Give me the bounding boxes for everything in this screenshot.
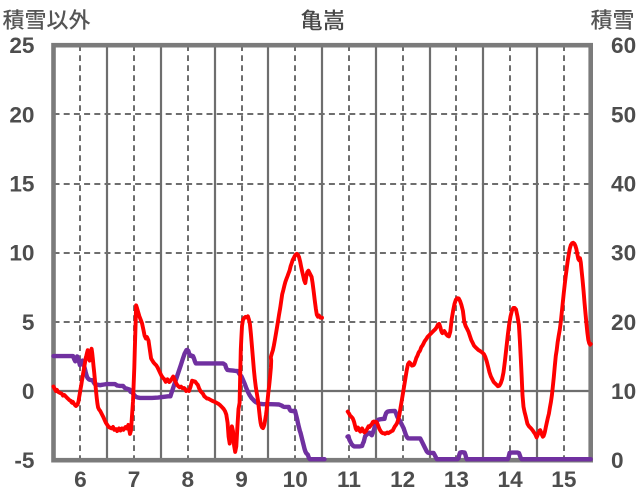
svg-text:9: 9 [235, 467, 248, 492]
svg-text:14: 14 [498, 467, 524, 492]
svg-text:0: 0 [22, 379, 35, 404]
svg-text:15: 15 [551, 467, 576, 492]
svg-text:8: 8 [182, 467, 195, 492]
svg-text:10: 10 [283, 467, 308, 492]
svg-text:-5: -5 [14, 448, 34, 473]
svg-text:25: 25 [9, 33, 34, 58]
svg-text:0: 0 [611, 448, 624, 473]
svg-text:11: 11 [337, 467, 361, 492]
svg-text:15: 15 [9, 172, 34, 197]
svg-text:6: 6 [74, 467, 87, 492]
svg-text:12: 12 [390, 467, 415, 492]
svg-text:20: 20 [9, 102, 34, 127]
svg-text:13: 13 [444, 467, 469, 492]
svg-text:50: 50 [611, 102, 636, 127]
svg-text:5: 5 [22, 310, 35, 335]
svg-text:40: 40 [611, 172, 636, 197]
svg-text:10: 10 [611, 379, 636, 404]
svg-text:20: 20 [611, 310, 636, 335]
svg-text:7: 7 [128, 467, 141, 492]
svg-text:60: 60 [611, 33, 636, 58]
svg-text:30: 30 [611, 241, 636, 266]
svg-text:10: 10 [9, 241, 34, 266]
